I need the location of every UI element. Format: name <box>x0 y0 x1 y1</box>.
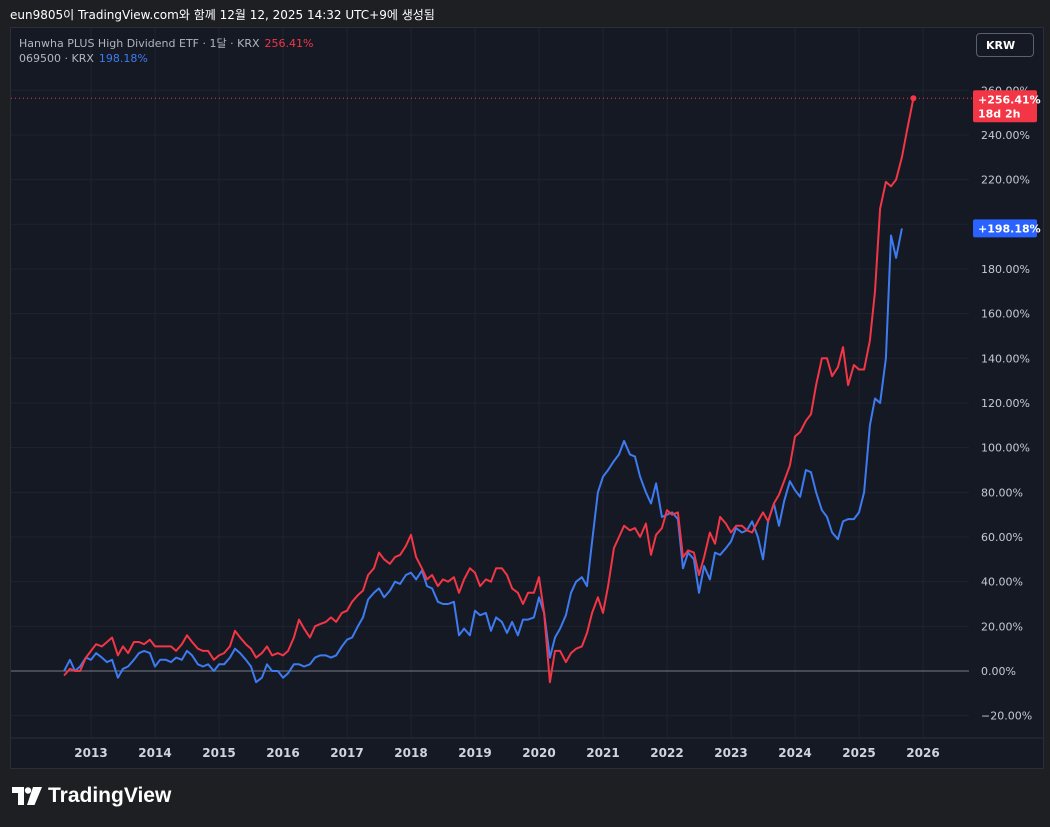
x-tick-label: 2022 <box>650 746 683 760</box>
tradingview-logo-text: TradingView <box>48 784 172 807</box>
y-tick-label: 220.00% <box>981 174 1030 187</box>
y-tick-label: 160.00% <box>981 308 1030 321</box>
x-tick-label: 2018 <box>394 746 427 760</box>
y-tick-label: −20.00% <box>981 710 1032 723</box>
blue-price-badge <box>973 219 1037 238</box>
chart-caption: eun9805이 TradingView.com와 함께 12월 12, 202… <box>10 8 435 22</box>
legend-series-2-label: 069500 · KRX <box>19 52 94 65</box>
tradingview-logo-icon <box>12 787 42 805</box>
x-tick-label: 2020 <box>522 746 555 760</box>
blue-price-badge-value: +198.18% <box>978 222 1041 235</box>
currency-button[interactable]: KRW <box>976 33 1034 57</box>
legend-series-1[interactable]: Hanwha PLUS High Dividend ETF · 1달 · KRX… <box>19 35 313 51</box>
y-tick-label: 100.00% <box>981 442 1030 455</box>
chart-background <box>11 28 1043 768</box>
y-tick-label: 40.00% <box>981 576 1023 589</box>
y-tick-label: 80.00% <box>981 486 1023 499</box>
y-tick-label: 20.00% <box>981 620 1023 633</box>
y-tick-label: 240.00% <box>981 129 1030 142</box>
series-line-069500[interactable] <box>63 228 903 684</box>
x-tick-label: 2016 <box>266 746 299 760</box>
red-price-badge-value: +256.41% <box>978 93 1041 106</box>
legend-series-2[interactable]: 069500 · KRX 198.18% <box>19 52 148 65</box>
x-tick-label: 2019 <box>458 746 491 760</box>
x-tick-label: 2015 <box>202 746 235 760</box>
red-price-badge <box>973 90 1037 123</box>
y-tick-label: 180.00% <box>981 263 1030 276</box>
x-tick-label: 2013 <box>74 746 107 760</box>
chart-panel[interactable]: 260.00%240.00%220.00%200.00%180.00%160.0… <box>10 27 1044 769</box>
x-tick-label: 2017 <box>330 746 363 760</box>
y-tick-label: 120.00% <box>981 397 1030 410</box>
x-tick-label: 2024 <box>778 746 811 760</box>
x-tick-label: 2023 <box>714 746 747 760</box>
y-tick-label: 60.00% <box>981 531 1023 544</box>
y-tick-label: 0.00% <box>981 665 1016 678</box>
legend-series-1-value: 256.41% <box>264 37 314 50</box>
series-end-dot <box>910 95 917 102</box>
price-chart[interactable]: 260.00%240.00%220.00%200.00%180.00%160.0… <box>11 28 1043 768</box>
x-tick-label: 2014 <box>138 746 171 760</box>
y-tick-label: 140.00% <box>981 352 1030 365</box>
x-tick-label: 2026 <box>906 746 939 760</box>
tradingview-logo[interactable]: TradingView <box>12 784 171 808</box>
series-line-hanwha-etf[interactable] <box>63 98 915 684</box>
x-tick-label: 2021 <box>586 746 619 760</box>
legend-series-2-value: 198.18% <box>98 52 148 65</box>
red-price-badge-countdown: 18d 2h <box>978 107 1021 120</box>
legend-series-1-label: Hanwha PLUS High Dividend ETF · 1달 · KRX <box>19 37 260 50</box>
x-tick-label: 2025 <box>842 746 875 760</box>
